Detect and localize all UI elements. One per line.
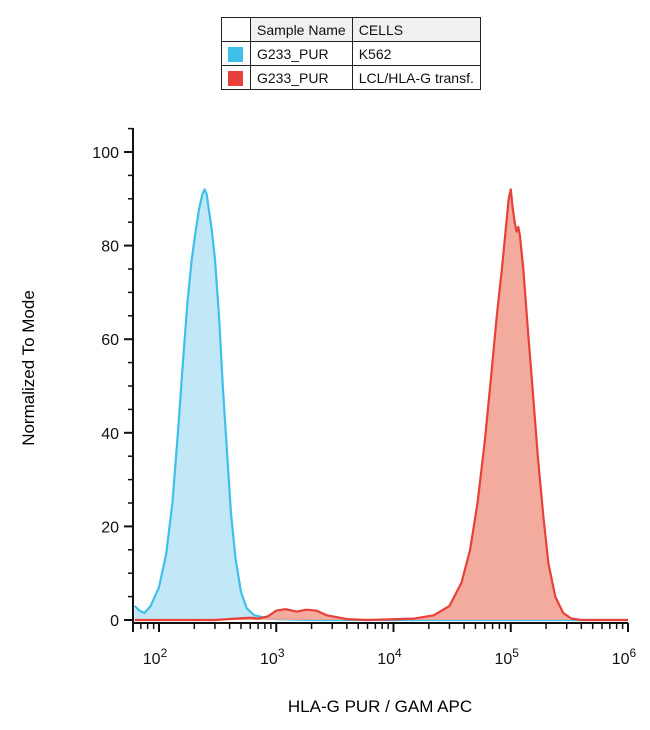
legend-row: G233_PUR LCL/HLA-G transf. xyxy=(221,65,481,90)
legend-swatch-red xyxy=(228,70,243,86)
series-line-0 xyxy=(133,188,628,622)
y-tick-label: 100 xyxy=(92,145,119,162)
legend-header-cells: CELLS xyxy=(351,17,481,42)
legend-header-row: Sample Name CELLS xyxy=(221,17,481,42)
y-tick-label: 20 xyxy=(101,519,119,536)
x-tick-label: 105 xyxy=(495,646,520,668)
x-axis-label: HLA-G PUR / GAM APC xyxy=(288,697,472,716)
series-fill-1 xyxy=(134,189,628,620)
y-tick-label: 60 xyxy=(101,332,119,349)
x-tick-label: 104 xyxy=(377,646,402,668)
y-tick-label: 80 xyxy=(101,239,119,256)
y-tick-label: 40 xyxy=(101,426,119,443)
legend-swatch-cell xyxy=(221,65,251,90)
x-tick-label: 102 xyxy=(143,646,168,668)
legend-table: Sample Name CELLS G233_PUR K562 G233_PUR… xyxy=(221,17,481,90)
legend-cells-name: LCL/HLA-G transf. xyxy=(351,65,481,90)
legend-header-sample: Sample Name xyxy=(250,17,353,42)
series-line-1 xyxy=(134,188,628,622)
legend-cells-name: K562 xyxy=(351,41,481,66)
series-fill-0 xyxy=(134,189,628,620)
x-tick-label: 106 xyxy=(612,646,637,668)
x-tick-label: 103 xyxy=(260,646,285,668)
legend-swatch-blue xyxy=(228,46,243,62)
y-axis-label: Normalized To Mode xyxy=(19,290,38,446)
legend-row: G233_PUR K562 xyxy=(221,41,481,66)
y-tick-label: 0 xyxy=(110,613,119,630)
